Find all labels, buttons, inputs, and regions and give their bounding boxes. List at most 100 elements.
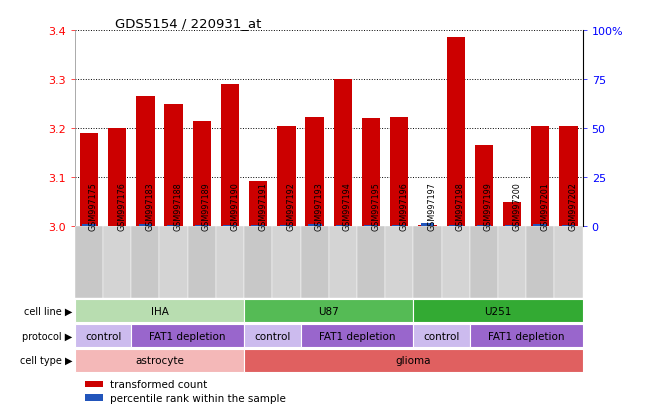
Text: U251: U251 — [484, 306, 512, 316]
Text: GSM997198: GSM997198 — [456, 182, 465, 230]
Text: GSM997200: GSM997200 — [512, 182, 521, 230]
Bar — [85, 381, 103, 387]
Bar — [216, 227, 244, 299]
Bar — [85, 394, 103, 401]
Text: GSM997191: GSM997191 — [258, 182, 267, 230]
Bar — [526, 227, 555, 299]
Bar — [108, 129, 126, 227]
Bar — [167, 225, 180, 227]
Bar — [244, 227, 272, 299]
Bar — [531, 126, 549, 227]
Bar — [132, 324, 244, 347]
Text: GSM997183: GSM997183 — [145, 182, 154, 230]
Bar — [362, 119, 380, 227]
Bar — [336, 225, 350, 227]
Bar — [334, 80, 352, 227]
Bar — [75, 349, 244, 372]
Bar — [136, 97, 154, 227]
Bar — [413, 324, 470, 347]
Bar — [533, 225, 547, 227]
Text: GSM997176: GSM997176 — [117, 182, 126, 230]
Bar — [139, 225, 152, 227]
Bar — [272, 227, 301, 299]
Bar — [193, 121, 211, 227]
Bar — [559, 126, 577, 227]
Bar — [279, 225, 294, 227]
Text: GSM997192: GSM997192 — [286, 182, 296, 230]
Bar — [195, 225, 209, 227]
Bar — [449, 225, 463, 227]
Text: control: control — [254, 331, 290, 341]
Bar — [132, 227, 159, 299]
Text: FAT1 depletion: FAT1 depletion — [319, 331, 395, 341]
Bar — [244, 349, 583, 372]
Bar — [419, 225, 437, 227]
Bar — [159, 227, 187, 299]
Bar — [110, 226, 124, 227]
Text: protocol ▶: protocol ▶ — [22, 331, 72, 341]
Text: cell type ▶: cell type ▶ — [20, 356, 72, 366]
Bar — [75, 227, 103, 299]
Text: GDS5154 / 220931_at: GDS5154 / 220931_at — [115, 17, 262, 30]
Text: control: control — [85, 331, 121, 341]
Bar — [475, 146, 493, 227]
Bar — [249, 182, 268, 227]
Bar — [301, 324, 413, 347]
Text: GSM997188: GSM997188 — [174, 182, 182, 230]
Text: IHA: IHA — [150, 306, 169, 316]
Bar — [251, 225, 265, 227]
Bar — [329, 227, 357, 299]
Bar — [477, 225, 491, 227]
Bar — [503, 202, 521, 227]
Bar — [393, 225, 406, 227]
Bar — [103, 227, 132, 299]
Bar — [357, 227, 385, 299]
Text: GSM997199: GSM997199 — [484, 182, 493, 230]
Text: GSM997196: GSM997196 — [399, 182, 408, 230]
Bar — [470, 324, 583, 347]
Text: GSM997193: GSM997193 — [314, 182, 324, 230]
Text: percentile rank within the sample: percentile rank within the sample — [111, 393, 286, 403]
Bar — [413, 299, 583, 323]
Text: control: control — [423, 331, 460, 341]
Bar — [498, 227, 526, 299]
Bar — [441, 227, 470, 299]
Bar — [385, 227, 413, 299]
Bar — [562, 225, 575, 227]
Bar — [470, 227, 498, 299]
Bar — [413, 227, 441, 299]
Text: GSM997201: GSM997201 — [540, 182, 549, 230]
Text: GSM997194: GSM997194 — [343, 182, 352, 230]
Bar — [421, 223, 434, 227]
Bar — [244, 324, 301, 347]
Bar — [80, 134, 98, 227]
Bar — [75, 299, 244, 323]
Bar — [187, 227, 216, 299]
Bar — [305, 118, 324, 227]
Text: GSM997202: GSM997202 — [568, 182, 577, 230]
Bar — [165, 104, 183, 227]
Text: GSM997190: GSM997190 — [230, 182, 239, 230]
Bar — [277, 126, 296, 227]
Bar — [505, 225, 519, 227]
Bar — [223, 225, 237, 227]
Bar — [244, 299, 413, 323]
Bar — [364, 225, 378, 227]
Text: FAT1 depletion: FAT1 depletion — [488, 331, 564, 341]
Text: GSM997189: GSM997189 — [202, 182, 211, 230]
Bar — [82, 225, 96, 227]
Text: GSM997197: GSM997197 — [428, 182, 436, 230]
Text: GSM997195: GSM997195 — [371, 182, 380, 230]
Text: FAT1 depletion: FAT1 depletion — [150, 331, 226, 341]
Bar — [555, 227, 583, 299]
Text: cell line ▶: cell line ▶ — [24, 306, 72, 316]
Bar — [301, 227, 329, 299]
Bar — [221, 85, 239, 227]
Bar — [75, 324, 132, 347]
Text: astrocyte: astrocyte — [135, 356, 184, 366]
Text: GSM997175: GSM997175 — [89, 182, 98, 230]
Text: U87: U87 — [318, 306, 339, 316]
Text: glioma: glioma — [396, 356, 431, 366]
Bar — [447, 38, 465, 227]
Bar — [308, 225, 322, 227]
